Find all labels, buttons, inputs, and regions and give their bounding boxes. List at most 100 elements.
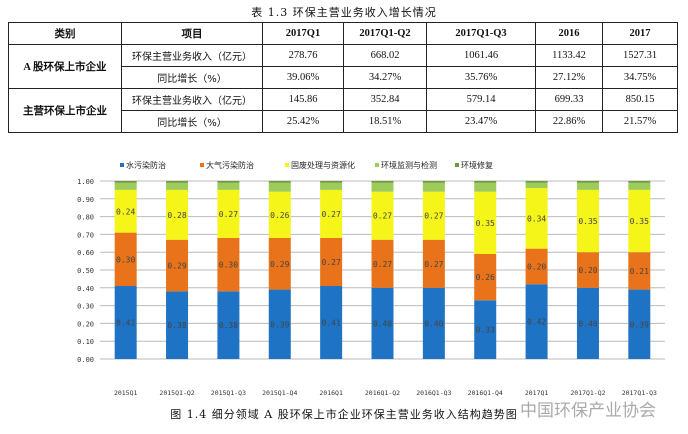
bar-segment [268,181,291,183]
bar-segment [268,289,291,359]
bar-segment [166,189,189,240]
bar-segment [525,181,548,183]
header-cell: 2016 [535,22,603,45]
table-row: 同比增长（%） 39.06% 34.27% 35.76% 27.12% 34.75% [9,66,678,89]
value-cell: 1133.42 [535,44,603,67]
data-label: 0.38 [167,321,186,330]
value-cell: 1527.31 [602,44,678,67]
bar-segment [474,182,497,192]
data-label: 0.40 [373,319,392,328]
bar-segment [114,182,137,190]
bar-segment [320,181,343,183]
chart-title: 图 1.4 细分领域 A 股环保上市企业环保主营业务收入结构趋势图 [170,408,518,421]
bar-segment [628,182,651,190]
data-label: 0.40 [424,319,443,328]
x-tick-label: 2015Q1 [114,389,138,397]
data-label: 0.26 [476,273,495,282]
bar-segment [576,189,599,253]
table-title: 表 1.3 环保主营业务收入增长情况 [251,6,437,19]
bar-segment [114,189,137,233]
x-tick-label: 2015Q1-Q4 [262,389,297,397]
data-label: 0.41 [116,319,135,328]
bar-segment [474,191,497,254]
value-cell: 22.86% [535,110,603,133]
bar-segment [320,237,343,287]
bar-segment [576,182,599,190]
table-row: 同比增长（%） 25.42% 18.51% 23.47% 22.86% 21.57% [9,110,678,133]
header-cell: 类别 [8,22,122,45]
y-tick-label: 0.30 [77,303,94,311]
value-cell: 23.47% [426,110,536,133]
bar-segment [474,181,497,183]
y-tick-label: 0.10 [77,338,94,346]
value-cell: 34.27% [343,66,427,89]
value-cell: 25.42% [262,110,344,133]
bar-segment [371,181,394,183]
table-header-row: 类别 项目 2017Q1 2017Q1-Q2 2017Q1-Q3 2016 20… [8,22,678,45]
value-cell: 1061.46 [426,44,536,67]
bar-segment [166,291,189,359]
data-label: 0.29 [270,260,289,269]
data-label: 0.29 [167,262,186,271]
bar-segment [166,181,189,183]
watermark: 中国环保产业协会 [520,401,656,421]
bar-segment [371,239,394,288]
bar-segment [268,182,291,192]
data-label: 0.30 [219,261,238,270]
bar-segment [166,182,189,190]
y-tick-label: 0.20 [77,320,94,328]
data-label: 0.39 [630,320,649,329]
x-tick-label: 2017Q1 [525,389,549,397]
value-cell: 34.75% [602,66,678,89]
y-tick-label: 0.70 [77,231,94,239]
data-label: 0.20 [578,266,597,275]
legend-swatch [120,163,124,167]
legend-swatch [455,163,459,167]
header-cell: 2017Q1 [262,22,344,45]
bar-segment [217,237,240,292]
bar-segment [422,191,445,240]
revenue-table: 类别 项目 2017Q1 2017Q1-Q2 2017Q1-Q3 2016 20… [8,22,678,133]
bar-segment [114,286,137,359]
bar-segment [525,182,548,189]
x-tick-label: 2016Q1-Q4 [468,389,503,397]
bar-segment [371,287,394,359]
bar-segment [628,181,651,183]
data-label: 0.34 [527,214,546,223]
item-cell: 环保主营业务收入（亿元） [121,44,263,67]
data-label: 0.27 [373,212,392,221]
bar-segment [474,300,497,359]
data-label: 0.33 [476,326,495,335]
y-tick-label: 0.50 [77,267,94,275]
value-cell: 579.14 [426,88,536,111]
bar-segment [268,191,291,238]
data-label: 0.27 [424,212,443,221]
bar-segment [576,252,599,288]
y-tick-label: 0.00 [77,356,94,364]
bar-segment [371,182,394,192]
legend-label: 环境监测与检测 [381,160,437,170]
bar-segment [422,287,445,359]
legend-swatch [200,163,204,167]
data-label: 0.39 [270,320,289,329]
value-cell: 35.76% [426,66,536,89]
stacked-bar-chart: 0.00 0.10 0.20 0.30 0.40 0.50 0.60 0.70 0.80 0.90… [77,160,665,397]
legend-label: 固废处理与资源化 [291,160,355,170]
data-label: 0.35 [630,217,649,226]
data-label: 0.27 [373,260,392,269]
bar-segment [268,237,291,290]
header-cell: 2017Q1-Q3 [426,22,536,45]
x-tick-label: 2016Q1-Q3 [416,389,451,397]
header-cell: 2017 [602,22,678,45]
header-cell: 2017Q1-Q2 [343,22,427,45]
data-label: 0.30 [116,255,135,264]
value-cell: 668.02 [343,44,427,67]
value-cell: 850.15 [602,88,678,111]
bar-segment [525,188,548,249]
bar-segment [525,248,548,285]
x-tick-label: 2017Q1-Q2 [570,389,605,397]
legend-label: 大气污染防治 [206,160,254,170]
y-tick-label: 0.40 [77,285,94,293]
y-tick-label: 1.00 [77,178,94,186]
bar-segment [422,182,445,192]
